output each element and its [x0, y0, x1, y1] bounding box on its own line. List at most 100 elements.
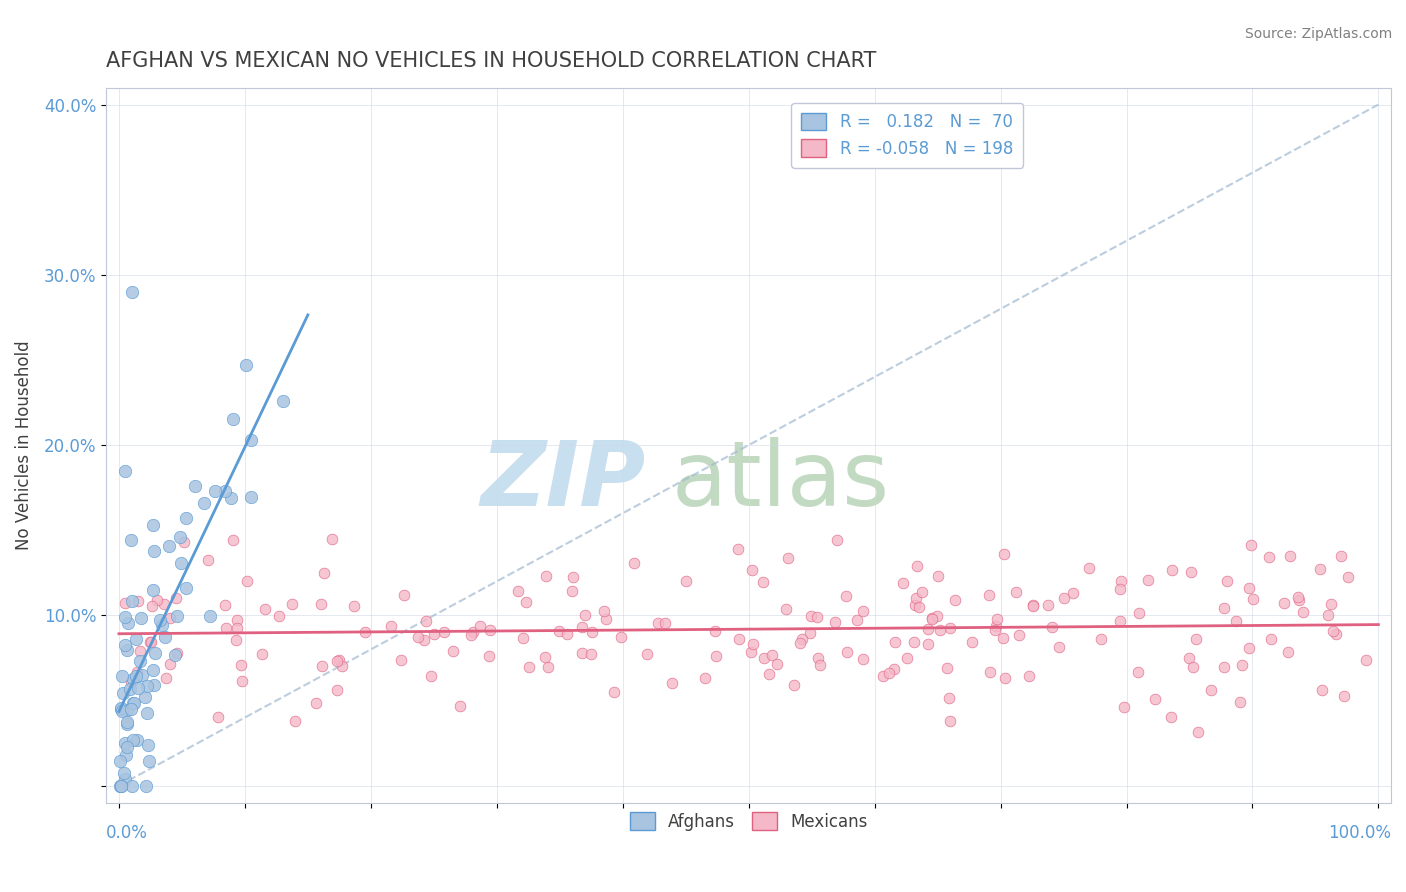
- Point: [143, 543, 166, 558]
- Point: [1022, 599, 1045, 613]
- Point: [122, 696, 145, 710]
- Point: [321, 532, 343, 546]
- Point: [808, 658, 831, 673]
- Point: [610, 630, 633, 644]
- Point: [392, 588, 415, 602]
- Point: [927, 608, 949, 623]
- Point: [108, 779, 131, 793]
- Point: [1322, 624, 1344, 638]
- Point: [142, 678, 165, 692]
- Point: [752, 575, 775, 590]
- Point: [215, 620, 238, 634]
- Point: [704, 624, 727, 638]
- Point: [221, 533, 243, 547]
- Point: [905, 558, 928, 573]
- Point: [159, 611, 181, 625]
- Point: [1143, 692, 1166, 706]
- Point: [1241, 592, 1264, 607]
- Point: [111, 669, 134, 683]
- Point: [661, 675, 683, 690]
- Point: [904, 598, 927, 612]
- Point: [1047, 640, 1070, 655]
- Point: [1212, 601, 1234, 615]
- Point: [281, 597, 304, 611]
- Point: [581, 624, 603, 639]
- Point: [114, 736, 136, 750]
- Point: [824, 615, 846, 630]
- Point: [138, 738, 160, 752]
- Point: [124, 669, 146, 683]
- Point: [741, 637, 763, 651]
- Point: [993, 547, 1015, 561]
- Point: [250, 648, 273, 662]
- Point: [1216, 574, 1239, 589]
- Point: [1114, 699, 1136, 714]
- Point: [328, 653, 350, 667]
- Point: [825, 533, 848, 547]
- Point: [775, 602, 797, 616]
- Point: [962, 635, 984, 649]
- Point: [1272, 596, 1295, 610]
- Point: [284, 714, 307, 728]
- Point: [138, 635, 160, 649]
- Point: [595, 612, 617, 626]
- Text: 0.0%: 0.0%: [107, 824, 148, 842]
- Point: [695, 671, 717, 685]
- Point: [131, 668, 153, 682]
- Point: [420, 669, 443, 683]
- Point: [1317, 608, 1340, 623]
- Point: [478, 648, 501, 663]
- Point: [994, 671, 1017, 685]
- Point: [911, 584, 934, 599]
- Point: [1229, 695, 1251, 709]
- Point: [905, 591, 928, 606]
- Point: [115, 739, 138, 754]
- Point: [214, 598, 236, 612]
- Point: [135, 679, 157, 693]
- Point: [1177, 651, 1199, 665]
- Point: [305, 696, 328, 710]
- Point: [478, 624, 501, 638]
- Point: [155, 630, 177, 644]
- Point: [1199, 683, 1222, 698]
- Point: [314, 566, 336, 580]
- Point: [603, 685, 626, 699]
- Point: [231, 657, 253, 672]
- Point: [112, 766, 135, 780]
- Point: [1260, 632, 1282, 646]
- Point: [110, 779, 132, 793]
- Point: [114, 639, 136, 653]
- Point: [728, 632, 751, 647]
- Point: [121, 594, 143, 608]
- Point: [142, 582, 165, 597]
- Point: [533, 650, 555, 665]
- Point: [389, 653, 412, 667]
- Point: [120, 533, 142, 548]
- Point: [1258, 549, 1281, 564]
- Point: [120, 682, 142, 697]
- Point: [778, 550, 800, 565]
- Point: [506, 583, 529, 598]
- Point: [783, 678, 806, 692]
- Point: [235, 574, 257, 589]
- Point: [114, 609, 136, 624]
- Point: [1022, 598, 1045, 612]
- Point: [110, 754, 132, 768]
- Point: [343, 599, 366, 613]
- Point: [727, 541, 749, 556]
- Point: [1109, 574, 1132, 589]
- Point: [165, 591, 187, 605]
- Point: [704, 648, 727, 663]
- Point: [1008, 628, 1031, 642]
- Point: [110, 702, 132, 716]
- Point: [555, 627, 578, 641]
- Point: [675, 574, 697, 589]
- Point: [1310, 683, 1333, 698]
- Point: [110, 779, 132, 793]
- Point: [845, 613, 868, 627]
- Point: [623, 556, 645, 570]
- Point: [135, 779, 157, 793]
- Point: [152, 617, 174, 632]
- Point: [872, 669, 894, 683]
- Text: Source: ZipAtlas.com: Source: ZipAtlas.com: [1244, 27, 1392, 41]
